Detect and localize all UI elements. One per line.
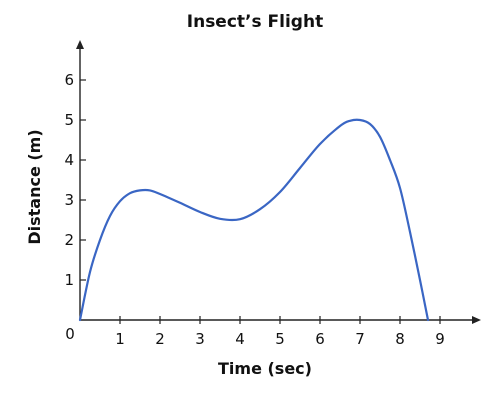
- chart-title: Insect’s Flight: [187, 12, 323, 32]
- y-ticks: 1 2 3 4 5 6: [64, 71, 86, 289]
- x-axis-arrow-icon: [472, 316, 481, 324]
- x-ticks: 1 2 3 4 5 6 7 8 9: [115, 316, 445, 348]
- x-tick-label: 6: [315, 330, 325, 348]
- series-line-0: [78, 118, 430, 322]
- x-tick-label: 7: [355, 330, 365, 348]
- origin-label: 0: [65, 325, 75, 343]
- y-tick-label: 1: [64, 271, 74, 289]
- x-tick-label: 1: [115, 330, 125, 348]
- x-tick-label: 8: [395, 330, 405, 348]
- series-layer: [78, 118, 430, 322]
- x-tick-label: 5: [275, 330, 285, 348]
- x-tick-label: 3: [195, 330, 205, 348]
- x-tick-label: 2: [155, 330, 165, 348]
- y-tick-label: 6: [64, 71, 74, 89]
- y-tick-label: 3: [64, 191, 74, 209]
- y-tick-label: 4: [64, 151, 74, 169]
- y-axis-label: Distance (m): [25, 129, 44, 244]
- y-tick-label: 5: [64, 111, 74, 129]
- x-axis-label: Time (sec): [218, 359, 312, 378]
- y-tick-label: 2: [64, 231, 74, 249]
- x-tick-label: 9: [435, 330, 445, 348]
- y-axis: [76, 40, 84, 320]
- x-tick-label: 4: [235, 330, 245, 348]
- x-axis: [80, 316, 481, 324]
- y-axis-arrow-icon: [76, 40, 84, 49]
